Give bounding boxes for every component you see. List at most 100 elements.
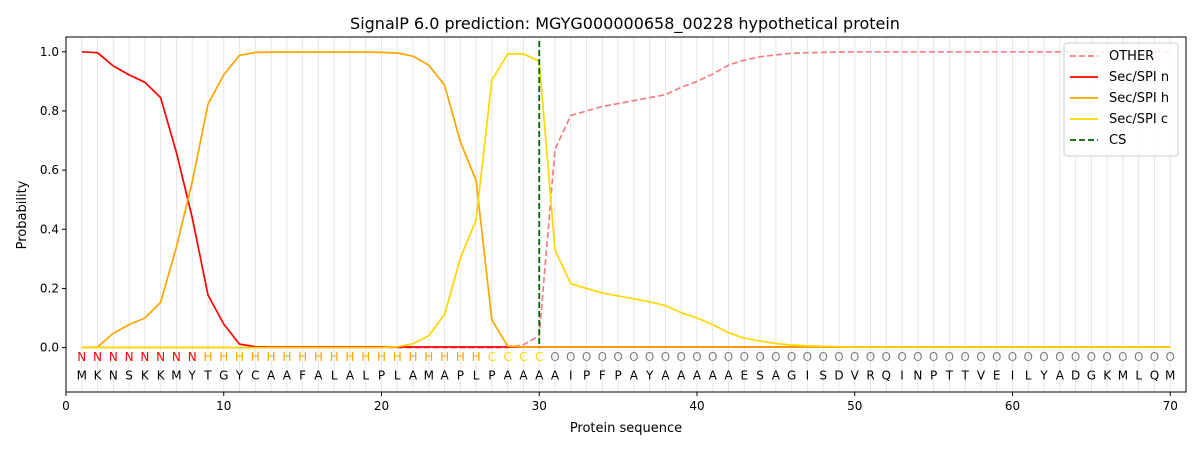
residue-label: P xyxy=(583,368,590,382)
residue-label: M xyxy=(1165,368,1175,382)
residue-label: P xyxy=(457,368,464,382)
region-label: N xyxy=(77,350,86,364)
legend-label: OTHER xyxy=(1109,49,1154,64)
residue-label: T xyxy=(960,368,969,382)
residue-label: P xyxy=(930,368,937,382)
sequence-labels: NMNKNNNSNKNKNMNYHTHGHYHCHAHAHFHAHLHAHLHP… xyxy=(77,350,1176,382)
region-label: O xyxy=(992,350,1001,364)
region-label: H xyxy=(409,350,418,364)
residue-label: P xyxy=(614,368,621,382)
region-label: O xyxy=(818,350,827,364)
residue-label: S xyxy=(125,368,133,382)
region-label: O xyxy=(1071,350,1080,364)
residue-label: A xyxy=(1056,368,1065,382)
residue-label: M xyxy=(171,368,181,382)
residue-label: A xyxy=(693,368,702,382)
region-label: H xyxy=(393,350,402,364)
region-label: O xyxy=(976,350,985,364)
residue-label: K xyxy=(94,368,103,382)
region-label: H xyxy=(298,350,307,364)
residue-label: A xyxy=(551,368,560,382)
residue-label: N xyxy=(913,368,922,382)
region-label: O xyxy=(834,350,843,364)
region-label: O xyxy=(676,350,685,364)
residue-label: M xyxy=(424,368,434,382)
plot-series xyxy=(81,41,1171,349)
residue-label: A xyxy=(519,368,528,382)
residue-label: K xyxy=(141,368,150,382)
region-label: O xyxy=(740,350,749,364)
y-axis-label: Probability xyxy=(15,180,30,249)
y-tick-label: 0.8 xyxy=(40,104,59,118)
region-label: O xyxy=(1118,350,1127,364)
region-label: O xyxy=(582,350,591,364)
x-tick-label: 0 xyxy=(62,399,70,413)
residue-label: A xyxy=(535,368,544,382)
region-label: O xyxy=(1134,350,1143,364)
residue-label: S xyxy=(756,368,764,382)
x-tick-label: 50 xyxy=(847,399,862,413)
residue-label: A xyxy=(709,368,718,382)
region-label: H xyxy=(251,350,260,364)
residue-label: E xyxy=(993,368,1001,382)
residue-label: Y xyxy=(235,368,244,382)
residue-label: A xyxy=(504,368,513,382)
region-label: O xyxy=(598,350,607,364)
residue-label: K xyxy=(157,368,166,382)
region-label: O xyxy=(1024,350,1033,364)
residue-label: I xyxy=(569,368,573,382)
residue-label: L xyxy=(394,368,401,382)
y-tick-label: 0.0 xyxy=(40,341,59,355)
region-label: O xyxy=(724,350,733,364)
region-label: C xyxy=(535,350,543,364)
legend-label: Sec/SPI h xyxy=(1109,91,1169,106)
region-label: O xyxy=(661,350,670,364)
axes: 0 10 20 30 40 50 60 70 0.0 0.2 0.4 0.6 0.8 1.0 xyxy=(40,45,1178,413)
residue-label: V xyxy=(977,368,986,382)
y-tick-label: 0.4 xyxy=(40,222,59,236)
region-label: O xyxy=(897,350,906,364)
residue-label: A xyxy=(724,368,733,382)
residue-label: A xyxy=(346,368,355,382)
residue-label: L xyxy=(331,368,338,382)
region-label: N xyxy=(125,350,134,364)
region-label: O xyxy=(1008,350,1017,364)
residue-label: L xyxy=(1135,368,1142,382)
residue-label: N xyxy=(109,368,118,382)
x-tick-label: 60 xyxy=(1005,399,1020,413)
region-label: O xyxy=(945,350,954,364)
region-label: H xyxy=(361,350,370,364)
legend-label: Sec/SPI c xyxy=(1109,112,1168,127)
region-label: O xyxy=(850,350,859,364)
region-label: O xyxy=(882,350,891,364)
residue-label: A xyxy=(661,368,670,382)
legend-box xyxy=(1063,42,1179,157)
residue-label: A xyxy=(267,368,276,382)
residue-label: T xyxy=(945,368,954,382)
region-label: O xyxy=(913,350,922,364)
residue-label: G xyxy=(787,368,796,382)
residue-label: P xyxy=(378,368,385,382)
region-label: N xyxy=(156,350,165,364)
region-label: H xyxy=(282,350,291,364)
region-label: N xyxy=(188,350,197,364)
residue-label: A xyxy=(409,368,418,382)
region-label: H xyxy=(377,350,386,364)
y-tick-label: 1.0 xyxy=(40,45,59,59)
region-label: O xyxy=(1165,350,1174,364)
region-label: O xyxy=(566,350,575,364)
residue-label: D xyxy=(1071,368,1080,382)
residue-label: L xyxy=(362,368,369,382)
residue-label: K xyxy=(1103,368,1112,382)
legend-label: CS xyxy=(1109,133,1126,148)
region-label: O xyxy=(866,350,875,364)
residue-label: F xyxy=(599,368,606,382)
legend: OTHER Sec/SPI n Sec/SPI h Sec/SPI c CS xyxy=(1063,42,1179,157)
residue-label: A xyxy=(283,368,292,382)
region-label: C xyxy=(519,350,527,364)
residue-label: A xyxy=(772,368,781,382)
residue-label: G xyxy=(1087,368,1096,382)
series-line-sec-spi-c xyxy=(81,53,1171,349)
